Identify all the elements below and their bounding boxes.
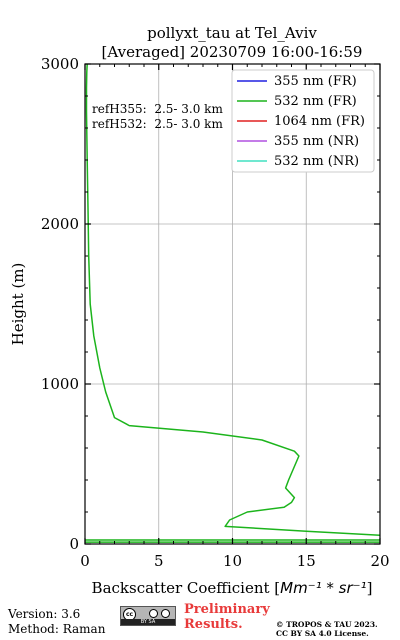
version-text: Version: 3.6: [8, 607, 81, 621]
preliminary-line2: Results.: [184, 617, 243, 632]
preliminary-results-notice: Preliminary Results.: [184, 602, 270, 632]
legend-label-532-nr: 532 nm (NR): [274, 154, 359, 169]
legend-label-532-fr: 532 nm (FR): [274, 94, 357, 109]
x-tick-label: 20: [370, 552, 389, 570]
chart-title-line2: [Averaged] 20230709 16:00-16:59: [102, 43, 363, 61]
x-tick-label: 0: [80, 552, 90, 570]
copyright-notice: © TROPOS & TAU 2023. CC BY SA 4.0 Licens…: [276, 620, 378, 638]
y-tick-label: 0: [69, 535, 79, 553]
legend-label-355-nr: 355 nm (NR): [274, 134, 359, 149]
y-axis-label: Height (m): [9, 263, 27, 346]
copyright-line1: © TROPOS & TAU 2023.: [276, 620, 378, 629]
x-tick-label: 5: [154, 552, 164, 570]
x-axis-label-close: ]: [367, 579, 373, 597]
series-line-532-fr: [85, 64, 380, 536]
axis-ticks: [84, 63, 381, 545]
tick-labels: 0 5 10 15 20 0 1000 2000 3000: [41, 55, 390, 570]
y-tick-label: 3000: [41, 55, 79, 73]
footer-info: Version: 3.6 Method: Raman: [8, 607, 105, 637]
x-axis-label: Backscatter Coefficient [Mm⁻¹ * sr⁻¹]: [92, 579, 373, 597]
cc-license-badge: cc BY SA: [120, 606, 176, 626]
annotation-refh532: refH532: 2.5- 3.0 km: [92, 117, 223, 131]
legend-box: [231, 69, 375, 173]
legend-label-1064-fr: 1064 nm (FR): [274, 114, 365, 129]
legend-label-355-fr: 355 nm (FR): [274, 74, 357, 89]
annotation-refh355: refH355: 2.5- 3.0 km: [92, 102, 223, 116]
by-icon: [149, 609, 158, 618]
y-tick-label: 2000: [41, 215, 79, 233]
preliminary-line1: Preliminary: [184, 602, 270, 617]
x-axis-label-text: Backscatter Coefficient [: [92, 579, 281, 597]
sa-icon: [161, 609, 170, 618]
copyright-line2: CC BY SA 4.0 License.: [276, 629, 369, 638]
x-axis-label-units: Mm⁻¹ * sr⁻¹: [280, 579, 366, 597]
chart-title-line1: pollyxt_tau at Tel_Aviv: [147, 24, 317, 42]
x-tick-label: 15: [297, 552, 316, 570]
x-tick-label: 10: [223, 552, 242, 570]
method-text: Method: Raman: [8, 622, 106, 636]
cc-badge-text: BY SA: [121, 619, 175, 625]
legend: 355 nm (FR) 532 nm (FR) 1064 nm (FR) 355…: [231, 69, 375, 173]
backscatter-profile-chart: pollyxt_tau at Tel_Aviv [Averaged] 20230…: [9, 24, 390, 597]
y-tick-label: 1000: [41, 375, 79, 393]
